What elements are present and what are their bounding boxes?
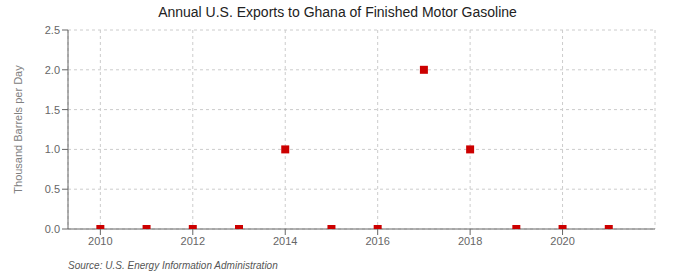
svg-text:2016: 2016 [365, 235, 389, 247]
svg-text:0.0: 0.0 [45, 223, 60, 235]
svg-text:2012: 2012 [181, 235, 205, 247]
svg-text:0.5: 0.5 [45, 183, 60, 195]
svg-text:1.0: 1.0 [45, 143, 60, 155]
svg-text:2010: 2010 [88, 235, 112, 247]
html-text:Source: U.S. Energy Informatio: Source: U.S. Energy Information Administ… [68, 260, 278, 271]
svg-text:1.5: 1.5 [45, 104, 60, 116]
html-text:Annual U.S. Exports to Ghana o: Annual U.S. Exports to Ghana of Finished… [158, 4, 517, 20]
svg-text:2.5: 2.5 [45, 24, 60, 36]
svg-text:2020: 2020 [550, 235, 574, 247]
svg-text:2.0: 2.0 [45, 64, 60, 76]
svg-text:Thousand Barrels per Day: Thousand Barrels per Day [12, 65, 24, 194]
svg-text:2018: 2018 [458, 235, 482, 247]
svg-text:2014: 2014 [273, 235, 297, 247]
